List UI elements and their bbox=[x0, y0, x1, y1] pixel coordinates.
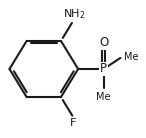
Text: Me: Me bbox=[96, 92, 111, 102]
Text: O: O bbox=[99, 36, 108, 49]
Text: P: P bbox=[100, 63, 107, 75]
Text: Me: Me bbox=[124, 52, 138, 62]
Text: F: F bbox=[69, 118, 76, 128]
Text: NH$_2$: NH$_2$ bbox=[62, 7, 85, 21]
